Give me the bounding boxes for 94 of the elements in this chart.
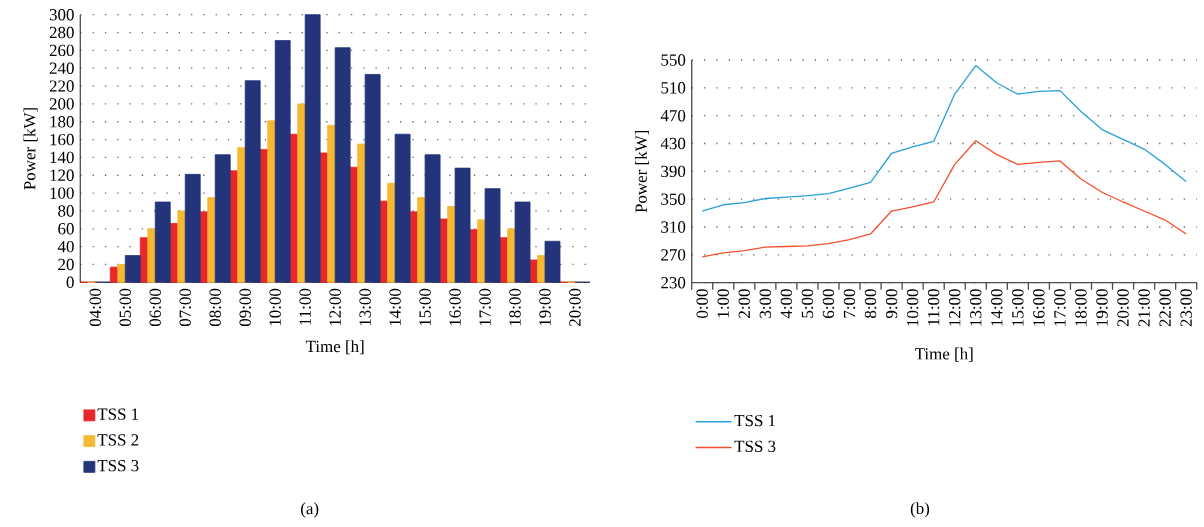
x-tick-label: 18:00 [1075, 289, 1087, 326]
x-tick-label: 14:00 [389, 288, 401, 326]
bar [274, 40, 291, 283]
x-tick-label: 06:00 [149, 288, 161, 327]
y-tick-label: 60 [58, 223, 74, 235]
bar [124, 255, 141, 283]
x-axis-title: Time [h] [305, 340, 364, 355]
y-tick-label: 80 [58, 205, 74, 217]
y-tick-label: 260 [49, 44, 74, 57]
x-tick-label: 0:00 [696, 289, 708, 319]
x-tick-label: 19:00 [1096, 289, 1108, 326]
x-tick-label: 12:00 [329, 288, 341, 326]
y-tick-label: 350 [661, 193, 686, 205]
x-tick-label: 16:00 [449, 288, 461, 326]
x-tick-label: 11:00 [927, 289, 940, 326]
y-tick-label: 300 [49, 8, 74, 21]
bar [424, 154, 441, 283]
x-tick-label: 21:00 [1138, 289, 1150, 327]
text: (a) [301, 502, 319, 518]
bar [544, 240, 561, 283]
y-tick-label: 40 [57, 240, 74, 253]
y-tick-label: 200 [49, 98, 74, 110]
line-series [701, 140, 1187, 258]
y-tick-label: 20 [58, 258, 74, 271]
x-tick-label: 18:00 [509, 288, 521, 326]
x-tick-label: 8:00 [864, 289, 877, 319]
x-tick-label: 17:00 [479, 288, 491, 326]
bar [454, 167, 471, 283]
x-tick-label: 07:00 [179, 288, 191, 327]
bar [214, 154, 231, 283]
y-tick-label: 510 [661, 82, 686, 94]
legend-label: TSS 1 [734, 414, 776, 427]
x-tick-label: 23:00 [1180, 289, 1192, 327]
bar [334, 47, 351, 283]
y-tick-label: 180 [50, 116, 74, 128]
x-tick-label: 22:00 [1159, 289, 1171, 327]
y-tick-label: 270 [661, 249, 686, 261]
x-tick-label: 17:00 [1054, 289, 1066, 326]
y-tick-label: 550 [661, 54, 686, 66]
x-tick-label: 20:00 [569, 288, 581, 326]
y-tick-label: 230 [661, 276, 686, 289]
text: (b) [910, 502, 930, 518]
y-axis-title: Power [kW] [634, 130, 649, 213]
bar [184, 173, 201, 283]
bar [244, 80, 261, 283]
legend-label: TSS 1 [97, 408, 139, 420]
x-tick-label: 20:00 [1117, 289, 1129, 327]
x-tick-label: 04:00 [89, 288, 102, 327]
y-tick-label: 430 [660, 137, 686, 150]
bar [514, 201, 531, 283]
y-tick-label: 100 [50, 187, 74, 199]
line-series [701, 64, 1187, 212]
y-tick-label: 470 [660, 109, 686, 122]
y-tick-label: 0 [66, 276, 74, 289]
bar [154, 201, 171, 283]
legend-label: TSS 3 [734, 440, 776, 453]
bar [394, 133, 411, 283]
y-tick-label: 240 [49, 62, 74, 74]
bar [364, 74, 381, 283]
y-axis-title: Power [kW] [23, 108, 38, 190]
bar [484, 188, 501, 283]
y-tick-label: 140 [50, 151, 74, 164]
x-tick-label: 19:00 [539, 288, 551, 326]
x-tick-label: 11:00 [299, 288, 311, 325]
x-axis-title: Time [h] [914, 347, 973, 362]
y-tick-label: 390 [661, 165, 686, 178]
x-tick-label: 10:00 [269, 288, 281, 326]
x-tick-label: 6:00 [822, 289, 835, 318]
x-tick-label: 10:00 [906, 289, 919, 326]
x-tick-label: 12:00 [948, 289, 961, 326]
x-tick-label: 13:00 [359, 288, 371, 326]
x-tick-label: 08:00 [209, 288, 221, 327]
x-tick-label: 16:00 [1033, 289, 1045, 326]
x-tick-label: 15:00 [419, 288, 431, 326]
y-tick-label: 280 [49, 26, 74, 39]
x-tick-label: 5:00 [801, 289, 814, 318]
x-tick-label: 09:00 [239, 288, 251, 327]
x-tick-label: 14:00 [991, 289, 1003, 326]
x-tick-label: 7:00 [843, 289, 856, 318]
y-tick-label: 120 [50, 169, 74, 181]
x-tick-label: 3:00 [759, 289, 772, 318]
x-tick-label: 15:00 [1012, 289, 1024, 326]
x-tick-label: 2:00 [738, 289, 751, 318]
legend-label: TSS 2 [97, 434, 139, 446]
bar [304, 14, 321, 283]
y-tick-label: 310 [661, 221, 686, 233]
legend-label: TSS 3 [97, 459, 139, 472]
x-tick-label: 1:00 [717, 289, 730, 318]
x-tick-label: 4:00 [780, 289, 793, 319]
y-tick-label: 220 [49, 80, 74, 92]
x-tick-label: 9:00 [885, 289, 898, 319]
x-tick-label: 13:00 [970, 289, 982, 326]
x-tick-label: 05:00 [119, 288, 132, 327]
y-tick-label: 160 [50, 133, 74, 146]
